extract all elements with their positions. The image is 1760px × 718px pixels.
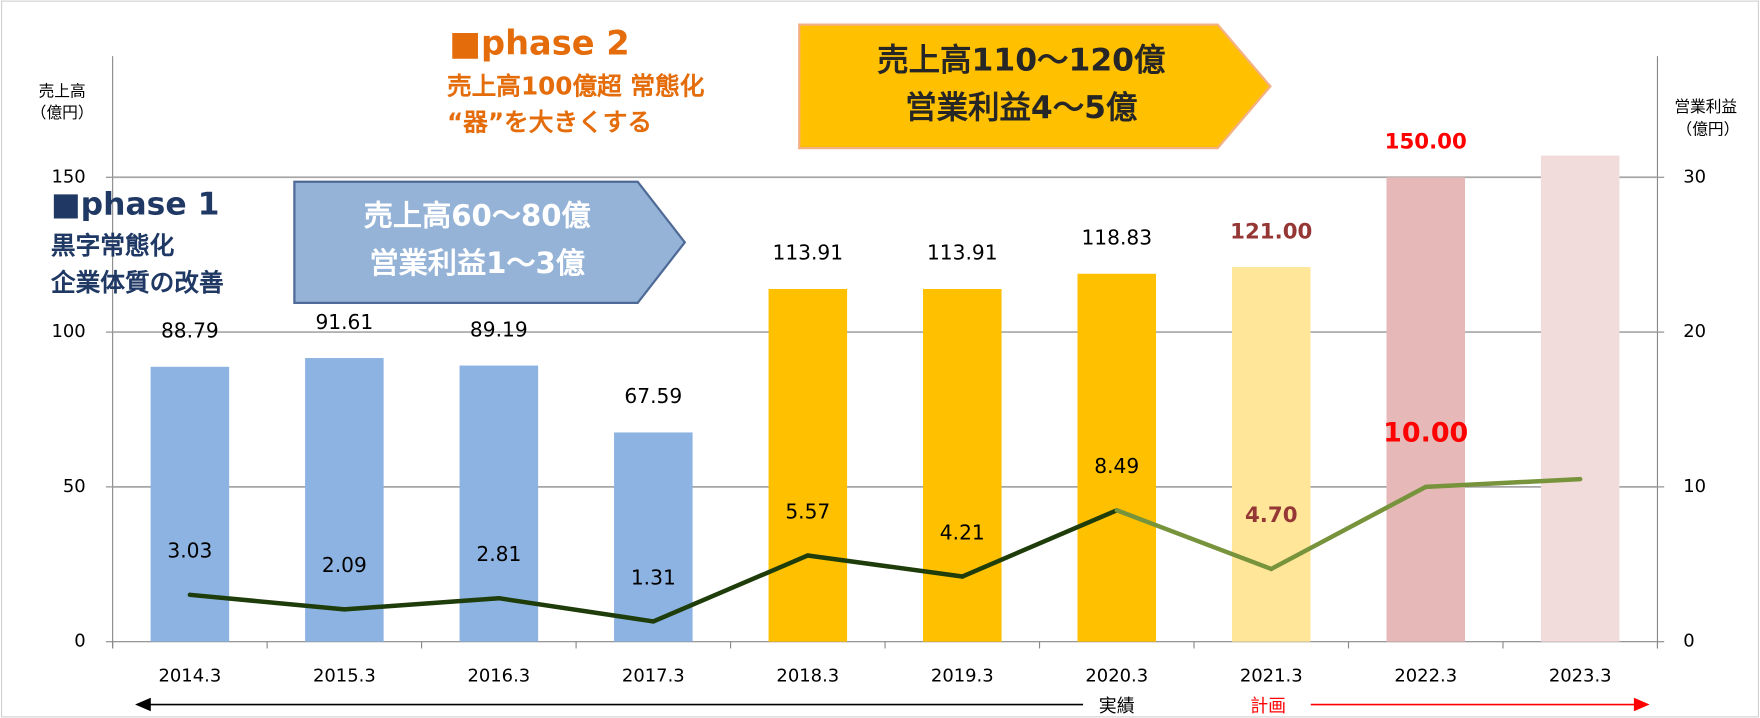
bar <box>923 289 1002 642</box>
x-tick-label: 2022.3 <box>1394 665 1457 686</box>
line-value-label: 10.00 <box>1383 418 1468 449</box>
line-segment <box>1269 484 1428 572</box>
bar-value-label: 118.83 <box>1081 225 1152 249</box>
phase2-text: “器”を大きくする <box>447 107 652 136</box>
bar-value-label: 113.91 <box>772 241 843 265</box>
x-tick-label: 2021.3 <box>1240 665 1303 686</box>
x-tick-label: 2023.3 <box>1549 665 1612 686</box>
line-value-label: 2.81 <box>476 542 521 566</box>
y2-label: 営業利益 <box>1674 97 1737 116</box>
line-value-label: 3.03 <box>167 539 212 563</box>
phase1-arrow <box>293 180 687 305</box>
bar-value-label: 67.59 <box>624 384 682 408</box>
line-segment <box>342 595 502 612</box>
y2-label: （億円） <box>1677 120 1740 139</box>
actual-arrow-head <box>135 697 151 712</box>
plan-label: 計画 <box>1250 696 1286 717</box>
x-tick-label: 2017.3 <box>622 665 685 686</box>
phase2-text: 売上高100億超 常態化 <box>447 72 705 101</box>
x-tick-label: 2015.3 <box>313 665 376 686</box>
x-tick-label: 2019.3 <box>931 665 994 686</box>
bar-value-label: 91.61 <box>315 310 373 334</box>
bar <box>150 366 230 642</box>
bar-value-label: 89.19 <box>470 317 528 341</box>
line-segment <box>960 508 1120 579</box>
x-tick-label: 2018.3 <box>776 665 839 686</box>
y2-tick-label: 0 <box>1683 631 1694 652</box>
y-tick-label: 50 <box>63 476 86 497</box>
phase2-arrow <box>798 23 1272 150</box>
x-tick-label: 2016.3 <box>467 665 530 686</box>
line-segment <box>496 595 656 624</box>
bar <box>1540 155 1620 642</box>
y-label: 売上高 <box>39 81 86 100</box>
line-value-label: 4.21 <box>940 520 985 544</box>
phase1-text: 企業体質の改善 <box>51 268 224 297</box>
line-value-label: 8.49 <box>1094 454 1139 478</box>
bar <box>1077 273 1157 642</box>
y2-tick-label: 20 <box>1683 321 1706 342</box>
line-segment <box>651 553 811 624</box>
line-segment <box>1423 476 1583 490</box>
x-tick-label: 2020.3 <box>1085 665 1148 686</box>
bar <box>614 432 693 642</box>
phase1-text: 黒字常態化 <box>51 231 175 260</box>
y2-tick-label: 10 <box>1683 476 1706 497</box>
x-tick-label: 2014.3 <box>158 665 221 686</box>
bar <box>1231 267 1311 642</box>
line-value-label: 1.31 <box>631 565 676 589</box>
bar <box>1386 177 1466 642</box>
plan-arrow-head <box>1633 697 1650 712</box>
phase1-box-text: 売上高60～80億 <box>364 199 591 233</box>
line-value-label: 4.70 <box>1245 503 1298 528</box>
phase2-box-text: 売上高110～120億 <box>877 43 1166 79</box>
line-value-label: 5.57 <box>785 499 830 523</box>
bar-value-label: 88.79 <box>161 319 219 343</box>
phase1-title: ■phase 1 <box>51 186 220 222</box>
y-tick-label: 150 <box>51 166 85 187</box>
line-segment <box>187 592 347 612</box>
line-segment <box>1114 508 1274 572</box>
bar-value-label: 121.00 <box>1230 219 1312 244</box>
y2-tick-label: 30 <box>1683 166 1706 187</box>
bar-value-label: 150.00 <box>1385 129 1467 154</box>
phase2-title: ■phase 2 <box>449 23 629 62</box>
actual-label: 実績 <box>1099 696 1135 717</box>
bar <box>305 358 384 642</box>
line-value-label: 2.09 <box>322 553 367 577</box>
line-segment <box>805 553 965 579</box>
phase1-box-text: 営業利益1～3億 <box>369 246 585 280</box>
y-label: （億円） <box>31 103 94 122</box>
y-tick-label: 0 <box>74 631 85 652</box>
bar <box>768 289 848 642</box>
y-tick-label: 100 <box>51 321 85 342</box>
bar <box>459 365 539 642</box>
bar-value-label: 113.91 <box>927 241 998 265</box>
phase2-box-text: 営業利益4～5億 <box>905 90 1138 126</box>
